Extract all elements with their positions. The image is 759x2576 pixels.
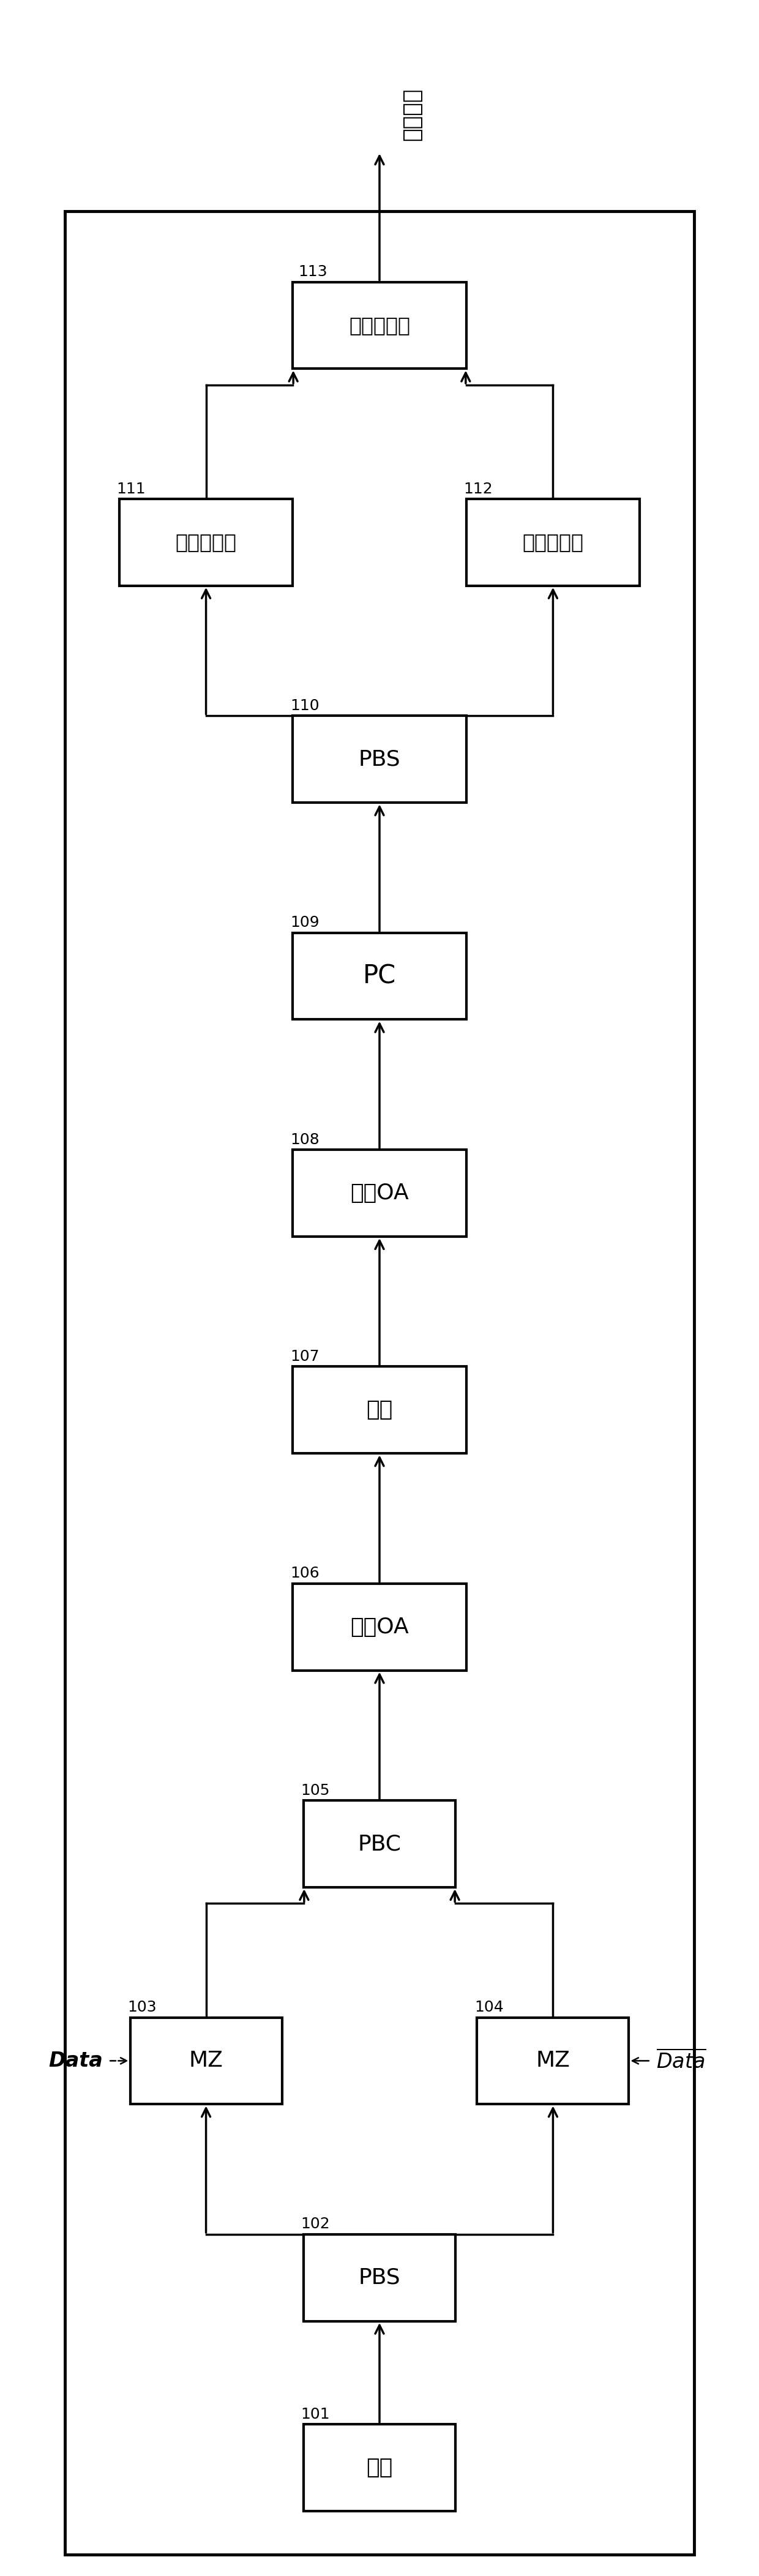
Text: $\overline{\mathit{Data}}$: $\overline{\mathit{Data}}$ <box>656 2050 706 2071</box>
Text: PBS: PBS <box>358 2267 401 2287</box>
Text: 113: 113 <box>298 265 327 278</box>
Text: 抽样列表: 抽样列表 <box>402 88 423 142</box>
Text: MZ: MZ <box>536 2050 570 2071</box>
Text: 光纤: 光纤 <box>367 1399 392 1419</box>
Text: PC: PC <box>363 963 396 989</box>
Text: 收端OA: 收端OA <box>350 1182 409 1203</box>
Text: 光电探测器: 光电探测器 <box>522 533 584 551</box>
Text: 103: 103 <box>128 1999 156 2014</box>
Text: 102: 102 <box>301 2218 330 2231</box>
Bar <box>466 500 640 585</box>
Bar <box>304 2233 455 2321</box>
Text: 平衡探测器: 平衡探测器 <box>349 314 410 335</box>
Bar <box>130 2017 282 2105</box>
Text: 发端OA: 发端OA <box>350 1618 409 1638</box>
Bar <box>119 500 293 585</box>
Text: 106: 106 <box>290 1566 320 1582</box>
Bar <box>293 933 466 1020</box>
Bar <box>293 1368 466 1453</box>
Bar <box>293 1584 466 1669</box>
Bar <box>293 281 466 368</box>
Text: 105: 105 <box>301 1783 330 1798</box>
Bar <box>293 716 466 804</box>
Bar <box>304 1801 455 1888</box>
Text: Data: Data <box>49 2050 103 2071</box>
Bar <box>293 1149 466 1236</box>
Bar <box>304 2424 455 2512</box>
Text: 112: 112 <box>464 482 493 497</box>
Text: 101: 101 <box>301 2406 330 2421</box>
Text: 光源: 光源 <box>367 2458 392 2478</box>
Bar <box>65 211 694 2555</box>
Text: 111: 111 <box>117 482 146 497</box>
Text: PBS: PBS <box>358 750 401 770</box>
Text: 104: 104 <box>474 1999 504 2014</box>
Text: 光电探测器: 光电探测器 <box>175 533 237 551</box>
Text: 109: 109 <box>290 914 320 930</box>
Bar <box>477 2017 629 2105</box>
Text: 108: 108 <box>290 1133 320 1146</box>
Text: 110: 110 <box>290 698 320 714</box>
Text: PBC: PBC <box>357 1834 402 1855</box>
Text: 107: 107 <box>290 1350 320 1363</box>
Text: MZ: MZ <box>189 2050 223 2071</box>
